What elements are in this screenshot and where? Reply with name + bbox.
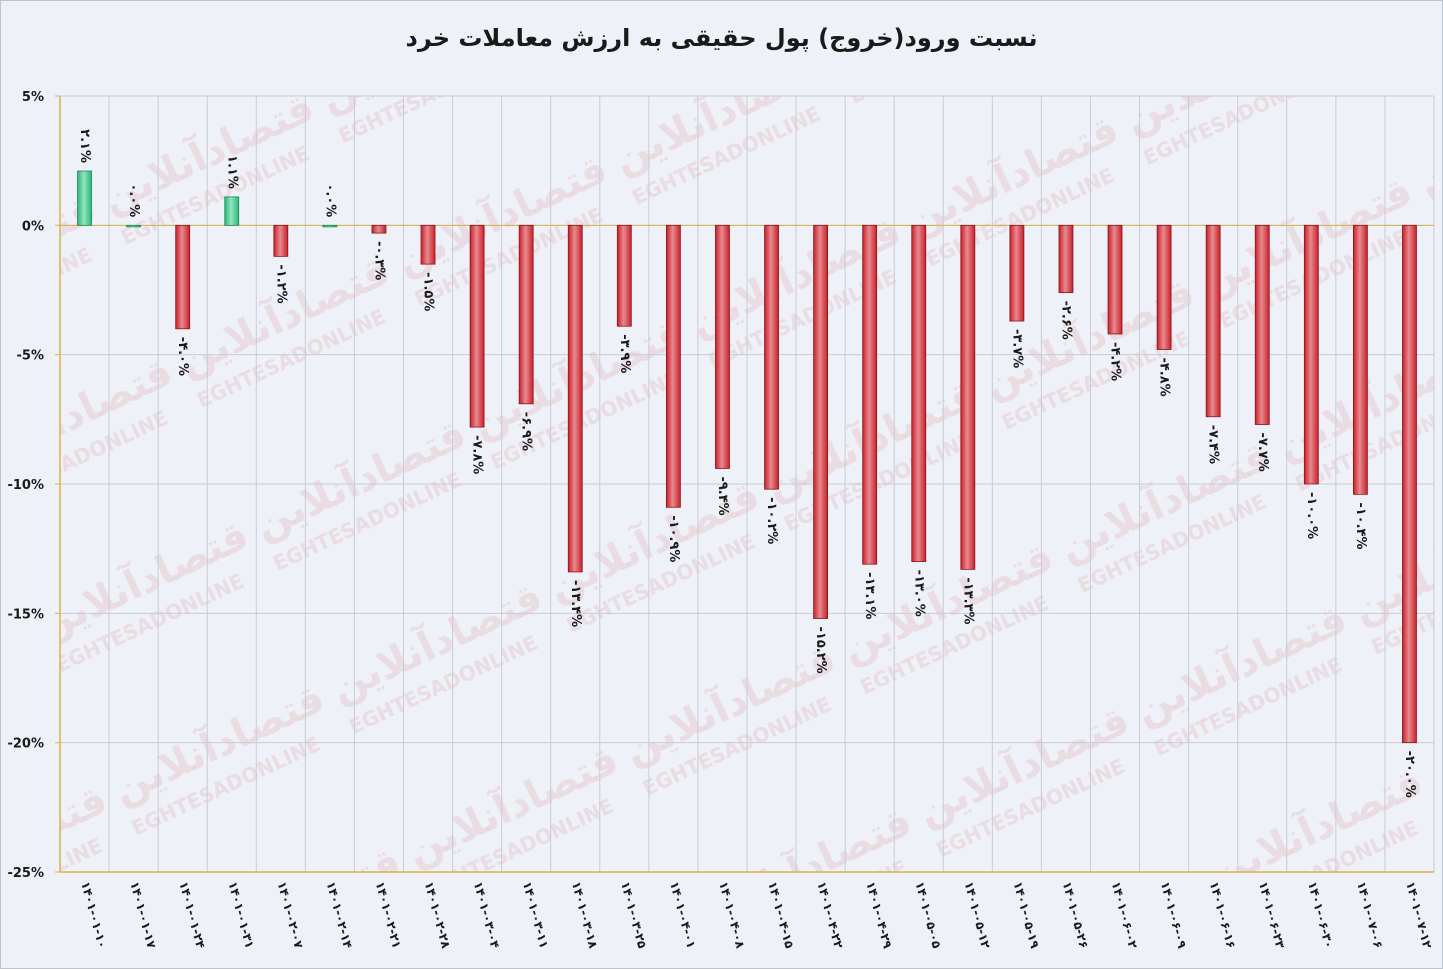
x-tick-label: ۱۴۰۱-۰۴-۰۱ — [667, 880, 698, 950]
data-label: -۷.۸% — [470, 435, 485, 474]
x-tick-label: ۱۴۰۱-۰۲-۰۷ — [275, 880, 306, 950]
x-tick-label: ۱۴۰۱-۰۳-۱۱ — [520, 880, 551, 950]
x-tick-label: ۱۴۰۱-۰۱-۱۰ — [78, 880, 109, 950]
y-tick-label: -25% — [7, 866, 44, 881]
x-tick-label: ۱۴۰۱-۰۶-۳۰ — [1305, 880, 1336, 950]
bar — [175, 224, 191, 330]
chart-title: نسبت ورود(خروج) پول حقیقی به ارزش معاملا… — [405, 24, 1038, 52]
bar — [469, 224, 485, 428]
x-tick-label: ۱۴۰۱-۰۴-۲۲ — [814, 880, 845, 950]
data-label: -۱.۵% — [421, 272, 436, 311]
data-label: ۱.۱% — [224, 155, 239, 189]
x-tick-label: ۱۴۰۱-۰۲-۲۸ — [422, 880, 453, 950]
bar — [1156, 224, 1172, 350]
bar — [1352, 224, 1368, 495]
bar — [1009, 224, 1025, 322]
bar — [1107, 224, 1123, 335]
x-tick-label: ۱۴۰۱-۰۱-۱۷ — [127, 880, 158, 950]
bar — [567, 224, 583, 573]
bar — [322, 224, 338, 228]
x-tick-label: ۱۴۰۱-۰۶-۱۶ — [1207, 880, 1238, 950]
x-tick-label: ۱۴۰۱-۰۲-۱۴ — [324, 880, 355, 950]
bar — [518, 224, 534, 405]
x-tick-label: ۱۴۰۱-۰۵-۰۵ — [912, 880, 943, 950]
bar — [1254, 224, 1270, 425]
x-tick-label: ۱۴۰۱-۰۳-۱۸ — [569, 880, 600, 950]
x-tick-label: ۱۴۰۱-۰۶-۲۳ — [1256, 880, 1287, 950]
data-label: -۲.۶% — [1058, 301, 1073, 340]
data-label: -۴.۰% — [175, 337, 190, 376]
y-tick-label: -5% — [17, 349, 44, 364]
data-label: -۳.۹% — [617, 334, 632, 373]
bar — [1402, 224, 1417, 744]
y-tick-label: -15% — [7, 607, 44, 622]
bar — [715, 224, 730, 469]
data-label: -۷.۴% — [1206, 425, 1221, 464]
data-label: -۱۳.۳% — [960, 577, 975, 624]
data-label: -۶.۹% — [519, 412, 534, 451]
data-label: -۱.۲% — [273, 264, 288, 303]
x-tick-label: ۱۴۰۱-۰۱-۳۱ — [225, 880, 256, 950]
data-label: -۱۵.۲% — [813, 627, 828, 674]
x-tick-label: ۱۴۰۱-۰۳-۰۴ — [471, 880, 502, 950]
y-tick-label: -20% — [7, 737, 44, 752]
bar — [665, 224, 681, 508]
bar — [616, 224, 632, 327]
y-tick-label: 0% — [22, 219, 44, 234]
x-tick-label: ۱۴۰۱-۰۵-۱۲ — [962, 880, 993, 950]
data-label: -۱۰.۲% — [764, 497, 779, 544]
y-tick-label: -10% — [7, 478, 44, 493]
x-tick-label: ۱۴۰۱-۰۷-۱۲ — [1403, 880, 1434, 950]
data-label: -۱۳.۴% — [568, 580, 583, 627]
data-label: ۰.۰% — [126, 183, 141, 217]
bar — [1303, 224, 1319, 485]
x-tick-label: ۱۴۰۱-۰۱-۲۴ — [176, 880, 207, 950]
data-label: -۰.۳% — [371, 241, 386, 280]
data-label: -۴.۸% — [1157, 357, 1172, 396]
x-tick-label: ۱۴۰۱-۰۵-۲۶ — [1060, 880, 1091, 950]
bar — [862, 224, 878, 565]
data-label: -۲۰.۰% — [1402, 751, 1417, 798]
data-label: -۱۰.۹% — [666, 515, 681, 562]
bar — [911, 224, 927, 562]
bar — [77, 170, 92, 226]
bar — [764, 224, 779, 490]
x-tick-label: ۱۴۰۱-۰۳-۲۵ — [618, 880, 649, 950]
bar — [960, 224, 976, 570]
data-label: -۷.۷% — [1255, 433, 1270, 472]
data-label: -۱۰.۴% — [1353, 502, 1368, 549]
x-tick-label: ۱۴۰۱-۰۷-۰۶ — [1354, 880, 1385, 950]
bar — [224, 196, 240, 226]
x-tick-label: ۱۴۰۱-۰۶-۰۹ — [1158, 880, 1189, 950]
bar — [1058, 224, 1074, 293]
bar — [126, 224, 142, 228]
data-label: -۹.۴% — [715, 476, 730, 515]
bar — [420, 224, 436, 265]
data-label: -۳.۷% — [1009, 329, 1024, 368]
x-tick-label: ۱۴۰۱-۰۴-۲۹ — [863, 880, 894, 950]
data-label: -۱۳.۰% — [911, 570, 926, 617]
bar — [273, 224, 289, 257]
x-tick-label: ۱۴۰۱-۰۴-۱۵ — [765, 880, 796, 950]
data-label: -۱۰.۰% — [1304, 492, 1319, 539]
data-label: -۴.۲% — [1108, 342, 1123, 381]
data-label: ۲.۱% — [77, 129, 92, 163]
x-tick-label: ۱۴۰۱-۰۶-۰۲ — [1109, 880, 1140, 950]
bar — [1205, 224, 1221, 418]
data-label: -۱۳.۱% — [862, 572, 877, 619]
y-tick-label: 5% — [22, 90, 44, 105]
bar — [813, 224, 829, 619]
bar — [371, 224, 387, 234]
x-tick-label: ۱۴۰۱-۰۲-۲۱ — [373, 880, 404, 950]
x-tick-label: ۱۴۰۱-۰۵-۱۹ — [1011, 880, 1042, 950]
data-label: ۰.۰% — [322, 183, 337, 217]
x-tick-label: ۱۴۰۱-۰۴-۰۸ — [716, 880, 747, 950]
